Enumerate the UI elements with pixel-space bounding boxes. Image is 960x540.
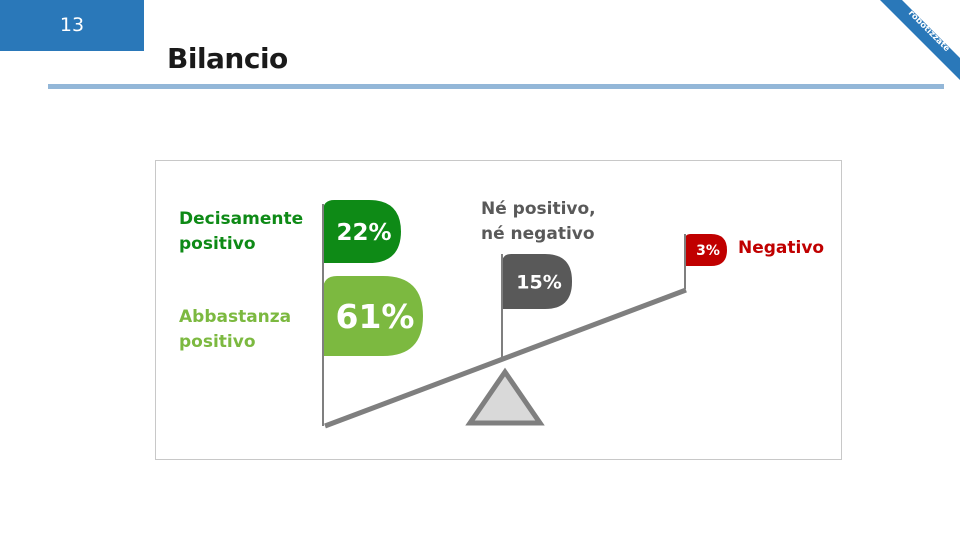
value-label-negativo: 3% bbox=[696, 243, 720, 259]
value-label-neutro: 15% bbox=[516, 271, 561, 293]
page-number-box bbox=[0, 0, 144, 51]
flag-decisamente-positivo bbox=[323, 200, 401, 263]
value-label-decisamente-positivo: 22% bbox=[336, 220, 391, 246]
balance-beam bbox=[324, 287, 687, 429]
label-negativo: Negativo bbox=[738, 238, 825, 258]
slide-title: Bilancio bbox=[167, 42, 288, 75]
flag-abbastanza-positivo bbox=[323, 276, 423, 356]
chart-frame bbox=[155, 160, 842, 460]
label-neutro: Né positivo, né negativo bbox=[481, 199, 596, 244]
flag-neutro bbox=[502, 254, 572, 309]
page-number: 13 bbox=[59, 14, 85, 36]
corner-ribbon-badge: Aziende robotizzate bbox=[880, 0, 960, 80]
title-divider bbox=[48, 84, 944, 89]
value-label-abbastanza-positivo: 61% bbox=[336, 297, 415, 336]
label-abbastanza-positivo: Abbastanza positivo bbox=[179, 307, 292, 352]
flag-negativo bbox=[685, 234, 727, 266]
label-decisamente-positivo: Decisamente positivo bbox=[179, 209, 304, 254]
balance-fulcrum bbox=[465, 367, 545, 426]
